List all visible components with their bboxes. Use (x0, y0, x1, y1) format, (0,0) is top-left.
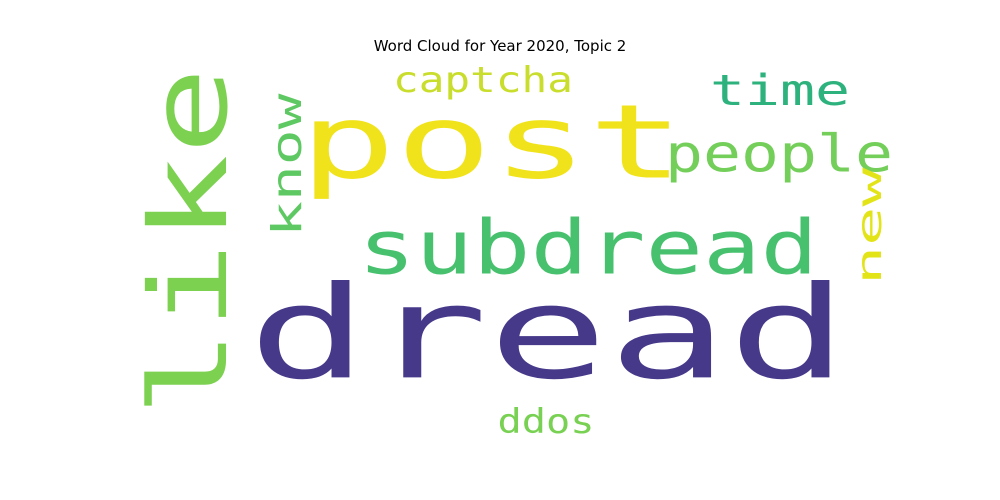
word-post: post (300, 82, 685, 202)
word-captcha: captcha (393, 59, 573, 101)
word-dread: dread (248, 258, 848, 408)
word-subdread: subdread (358, 204, 818, 291)
word-know: know (264, 93, 311, 237)
word-ddos: ddos (498, 401, 595, 441)
word-like: like (128, 67, 252, 417)
word-time: time (710, 66, 850, 115)
word-new: new (850, 167, 889, 285)
word-people: people (665, 124, 893, 184)
chart-title: Word Cloud for Year 2020, Topic 2 (373, 37, 627, 55)
